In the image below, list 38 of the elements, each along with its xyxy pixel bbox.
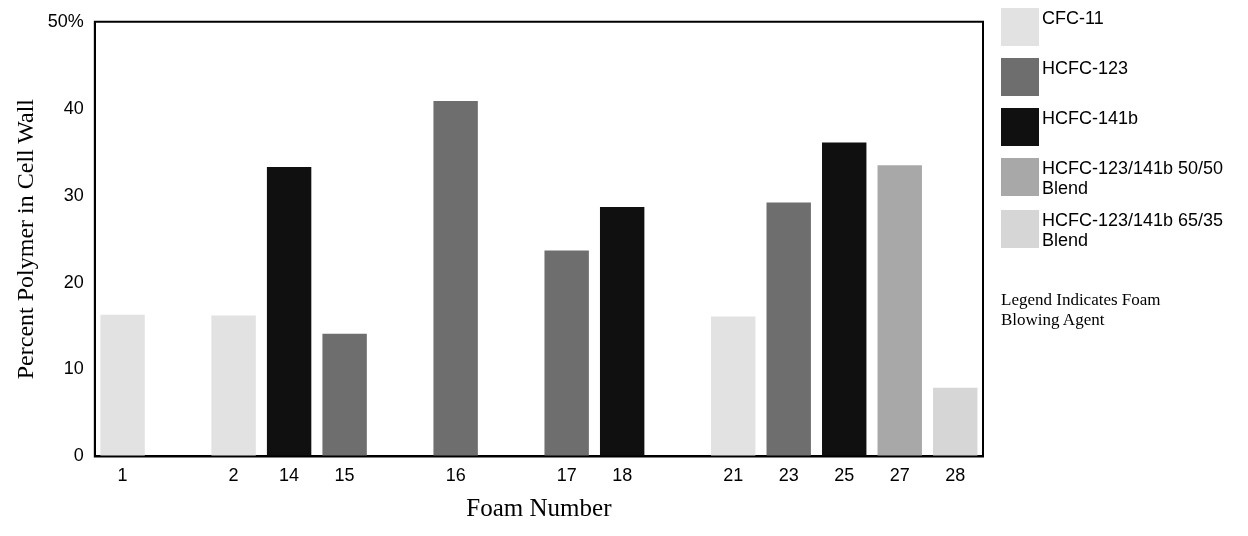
y-axis-title: Percent Polymer in Cell Wall [11, 98, 38, 380]
y-tick-label: 0 [73, 445, 84, 466]
bar [322, 333, 367, 457]
bar [877, 165, 922, 457]
x-tick-label: 28 [945, 465, 966, 486]
x-tick-label: 25 [834, 465, 855, 486]
legend-label: CFC-11 [1042, 8, 1104, 28]
bar [599, 206, 645, 457]
x-tick-label: 2 [228, 465, 239, 486]
x-tick-label: 18 [612, 465, 633, 486]
legend-label: HCFC-141b [1042, 108, 1139, 128]
x-axis-title: Foam Number [466, 493, 613, 521]
legend-label: HCFC-123/141b 50/50 Blend [1042, 158, 1225, 198]
bar [544, 250, 589, 457]
x-tick-label: 16 [445, 465, 466, 486]
bar [100, 314, 145, 457]
x-tick-label: 21 [723, 465, 744, 486]
legend-label: HCFC-123/141b 65/35 Blend [1042, 210, 1225, 250]
y-tick-label: 10 [63, 358, 84, 379]
text: Legend Indicates Foam Blowing Agent [1001, 290, 1162, 330]
x-tick-label: 23 [778, 465, 799, 486]
bar [711, 316, 756, 457]
x-tick-label: 27 [889, 465, 910, 486]
x-tick-label: 14 [279, 465, 300, 486]
bar [433, 100, 478, 457]
bar [211, 315, 256, 457]
y-tick-label: 30 [63, 184, 84, 205]
bar [266, 166, 312, 457]
x-tick-label: 17 [556, 465, 577, 486]
legend-label: HCFC-123 [1042, 58, 1129, 78]
y-tick-label: 20 [63, 271, 84, 292]
bar [933, 387, 978, 457]
y-tick-label: 40 [63, 97, 84, 118]
x-tick-label: 1 [117, 465, 128, 486]
y-tick-label: 50% [47, 10, 84, 31]
bar [766, 202, 811, 457]
x-tick-label: 15 [334, 465, 355, 486]
bar [822, 142, 867, 457]
